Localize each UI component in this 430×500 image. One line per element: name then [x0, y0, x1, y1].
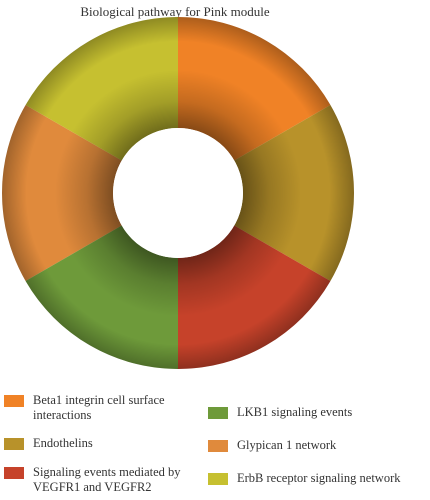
- legend-swatch-erbb: [208, 473, 228, 485]
- legend-swatch-lkb1: [208, 407, 228, 419]
- legend-item-beta1-integrin: Beta1 integrin cell surface interactions: [4, 393, 181, 423]
- legend-item-glypican: Glypican 1 network: [208, 438, 336, 453]
- donut-shading: [2, 17, 354, 369]
- legend-label-glypican: Glypican 1 network: [237, 438, 337, 452]
- legend-item-erbb: ErbB receptor signaling network: [208, 471, 401, 486]
- chart-title: Biological pathway for Pink module: [80, 4, 270, 19]
- legend-swatch-endothelins: [4, 438, 24, 450]
- donut-hole: [113, 128, 243, 258]
- legend-item-endothelins: Endothelins: [4, 436, 193, 451]
- donut-ring-shade: [2, 17, 354, 369]
- legend-label-vegfr: Signaling events mediated by VEGFR1 and …: [33, 465, 181, 494]
- donut-chart: [2, 17, 354, 369]
- legend-swatch-vegfr: [4, 467, 24, 479]
- legend-swatch-glypican: [208, 440, 228, 452]
- legend-label-beta1-integrin: Beta1 integrin cell surface interactions: [33, 393, 165, 422]
- legend-swatch-beta1-integrin: [4, 395, 24, 407]
- legend-item-lkb1: LKB1 signaling events: [208, 405, 352, 420]
- legend-item-vegfr: Signaling events mediated by VEGFR1 and …: [4, 465, 198, 495]
- legend-label-endothelins: Endothelins: [33, 436, 93, 450]
- legend-label-lkb1: LKB1 signaling events: [237, 405, 353, 419]
- legend-label-erbb: ErbB receptor signaling network: [237, 471, 401, 485]
